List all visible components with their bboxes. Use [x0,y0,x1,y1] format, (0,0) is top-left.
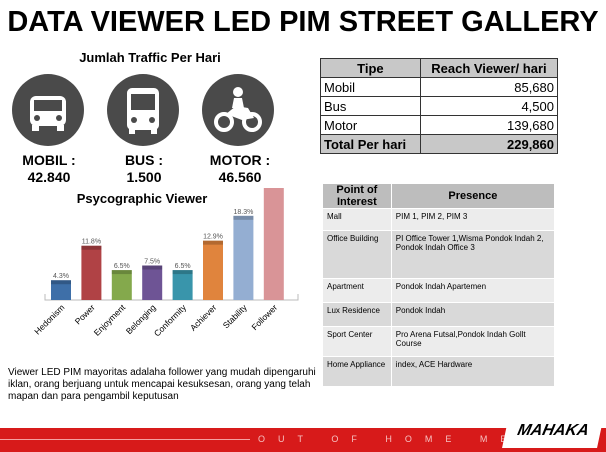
data-label: 18.3% [233,209,253,216]
table-row: Mobil 85,680 [320,77,559,97]
bus-icon [107,74,179,146]
header-presence: Presence [390,183,556,209]
footer-tagline: OUT OF HOME MEDIA [258,434,574,444]
car-icon [12,74,84,146]
bar-enjoyment [111,270,132,300]
motorcycle-icon [202,74,274,146]
cell: Sport Center [322,326,392,357]
tick-label: Stability [221,302,250,331]
bar-cap [233,215,254,220]
cell: Home Appliance [322,356,392,387]
tick-label: Hedonism [32,302,66,336]
bar-cap [51,280,71,285]
cell: 139,680 [419,115,559,135]
cell: Mall [322,208,392,231]
cell: Motor [320,115,421,135]
tick-label: Power [73,302,97,326]
tick-label: Achiever [188,302,219,333]
cell: Pro Arena Futsal,Pondok Indah Gollt Cour… [390,326,556,357]
data-label: 6.5% [175,263,191,270]
bar-cap [111,270,132,275]
bar-stability [233,215,254,300]
table-row: Motor 139,680 [320,115,559,135]
table-row: Office Building PI Office Tower 1,Wisma P… [322,230,556,279]
footer-line [0,439,250,440]
bar-belonging [142,265,163,300]
data-label: 4.3% [53,273,69,280]
psycographic-chart: Psycographic Viewer 4.3% Hedonism 11.8% Powe… [32,188,299,339]
cell: Bus [320,96,421,116]
tick-label: Follower [249,302,279,332]
cell: Pondok Indah Apartemen [390,278,556,303]
traffic-title: Jumlah Traffic Per Hari [79,50,221,65]
bar-follower [263,188,284,300]
cell: Pondok Indah [390,302,556,327]
table-row: Home Appliance index, ACE Hardware [322,356,556,387]
cell: 85,680 [419,77,559,97]
table-row: Lux Residence Pondok Indah [322,302,556,327]
chart-title: Psycographic Viewer [77,191,208,206]
table-row: Mall PIM 1, PIM 2, PIM 3 [322,208,556,231]
tick-label: Enjoyment [92,302,128,338]
cell: Mobil [320,77,421,97]
bar-cap [172,270,193,275]
car-count: MOBIL :42.840 [22,152,76,185]
motor-count: MOTOR :46.560 [209,152,271,185]
bar-cap [203,240,223,245]
table-row: Bus 4,500 [320,96,559,116]
bar-cap [142,265,163,270]
data-label: 6.5% [114,263,130,270]
header-tipe: Tipe [320,58,421,78]
table-row: Sport Center Pro Arena Futsal,Pondok Inda… [322,326,556,357]
bus-count: BUS :1.500 [124,152,164,185]
chart-axis [44,294,299,301]
table-row: Apartment Pondok Indah Apartemen [322,278,556,303]
data-label: 11.8% [82,239,101,246]
cell: Apartment [322,278,392,303]
cell: 229,860 [419,134,559,154]
bar-conformity [172,270,193,300]
tick-label: Conformity [152,302,189,339]
total-row: Total Per hari 229,860 [320,134,559,154]
header-reach: Reach Viewer/ hari [419,58,559,78]
bar-cap [81,245,102,250]
reach-table: Tipe Reach Viewer/ hari Mobil 85,680 Bus 4,… [320,58,559,154]
cell: Total Per hari [320,134,421,154]
mahaka-logo: MAHAKA [502,420,603,448]
cell: 4,500 [419,96,559,116]
cell: Office Building [322,230,392,279]
cell: Lux Residence [322,302,392,327]
bar-achiever [203,240,223,300]
data-label: 12.9% [203,234,223,241]
page-title: DATA VIEWER LED PIM STREET GALLERY [7,6,599,38]
cell: index, ACE Hardware [390,356,556,387]
header-poi: Point of Interest [322,183,392,209]
description: Viewer LED PIM mayoritas adalaha followe… [8,367,316,402]
poi-table: Point of Interest Presence Mall PIM 1, PIM… [322,183,556,387]
data-label: 7.5% [144,259,160,266]
cell: PI Office Tower 1,Wisma Pondok Indah 2, … [390,230,556,279]
cell: PIM 1, PIM 2, PIM 3 [390,208,556,231]
bar-hedonism [51,280,71,300]
bar-power [81,245,102,300]
